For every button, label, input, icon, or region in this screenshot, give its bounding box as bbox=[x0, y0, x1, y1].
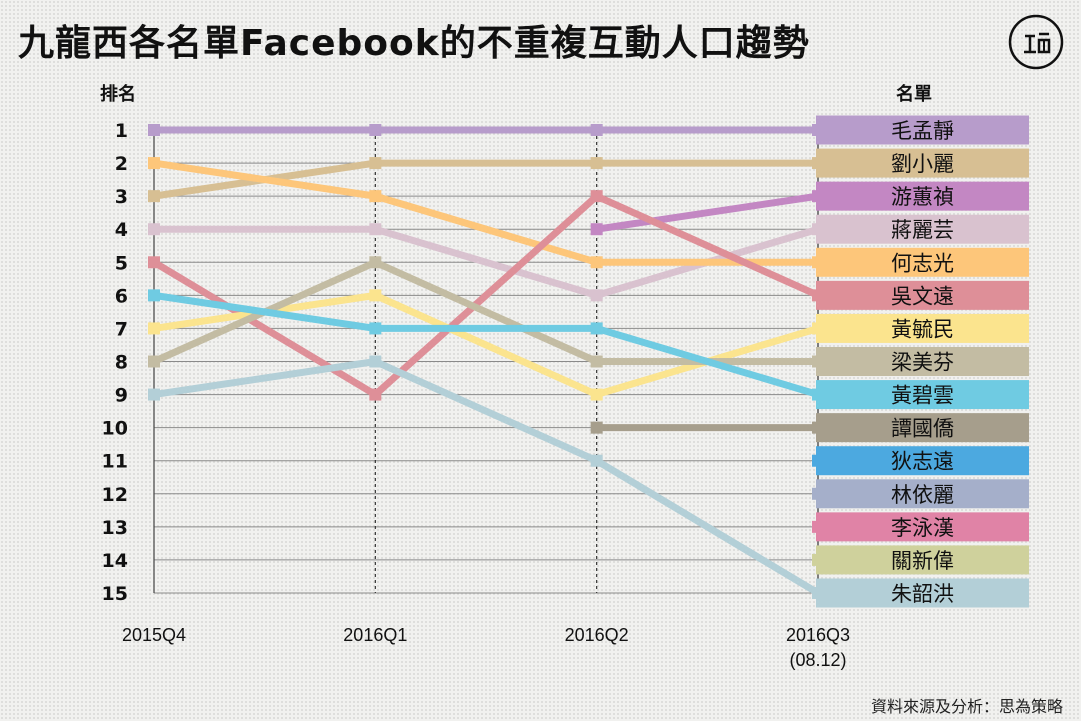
y-tick-label: 5 bbox=[115, 252, 128, 274]
series-line bbox=[153, 358, 820, 597]
y-axis-label: 排名 bbox=[100, 83, 136, 105]
series-point bbox=[590, 256, 603, 269]
legend-swatch bbox=[816, 479, 1029, 509]
y-tick-label: 7 bbox=[115, 318, 128, 340]
legend-swatch bbox=[816, 247, 1029, 277]
series-point bbox=[369, 355, 382, 368]
legend-swatch bbox=[816, 115, 1029, 145]
y-tick-label: 1 bbox=[115, 120, 128, 142]
legend-label: 林依麗 bbox=[891, 483, 954, 507]
series-line bbox=[152, 192, 820, 399]
series-point bbox=[590, 223, 603, 236]
series-point bbox=[369, 256, 382, 269]
series-point bbox=[148, 289, 160, 302]
y-tick-label: 13 bbox=[102, 517, 128, 539]
theinitium-logo-icon bbox=[1008, 14, 1064, 70]
series-point bbox=[369, 223, 382, 236]
series-point bbox=[369, 322, 382, 335]
legend-swatch bbox=[816, 380, 1029, 410]
legend-label: 黃碧雲 bbox=[891, 384, 954, 408]
legend-label: 梁美芬 bbox=[891, 351, 954, 375]
legend-label: 吳文遠 bbox=[891, 284, 954, 308]
y-tick-label: 6 bbox=[115, 285, 128, 307]
series-point bbox=[148, 256, 160, 269]
legend-title: 名單 bbox=[896, 83, 932, 105]
series-line bbox=[153, 291, 820, 398]
y-tick-label: 10 bbox=[102, 418, 128, 440]
series-lines bbox=[148, 124, 824, 599]
legend-swatch bbox=[816, 313, 1029, 343]
series-point bbox=[369, 124, 382, 136]
y-tick-label: 11 bbox=[102, 451, 128, 473]
legend-label: 蔣麗芸 bbox=[891, 218, 954, 242]
series-point bbox=[369, 157, 382, 170]
series-point bbox=[148, 388, 160, 401]
series-line bbox=[153, 159, 818, 266]
series-point bbox=[590, 421, 603, 434]
series-line bbox=[596, 192, 819, 233]
legend-label: 毛孟靜 bbox=[891, 119, 954, 143]
series-point bbox=[590, 454, 603, 467]
legend-label: 譚國僑 bbox=[891, 417, 954, 441]
legend-swatch bbox=[816, 446, 1029, 476]
legend-swatch bbox=[816, 181, 1029, 211]
series-point bbox=[148, 124, 160, 136]
series-point bbox=[369, 190, 382, 203]
y-tick-label: 14 bbox=[102, 550, 128, 572]
series-point bbox=[148, 190, 160, 203]
legend-swatch bbox=[816, 545, 1029, 575]
series-point bbox=[148, 223, 160, 236]
legend-label: 游蕙禎 bbox=[891, 185, 954, 209]
legend-swatch bbox=[816, 214, 1029, 244]
series-point bbox=[590, 124, 603, 136]
legend-label: 劉小麗 bbox=[891, 152, 954, 176]
legend: 毛孟靜劉小麗游蕙禎蔣麗芸何志光吳文遠黃毓民梁美芬黃碧雲譚國僑狄志遠林依麗李泳漢關… bbox=[816, 115, 1029, 608]
y-tick-label: 8 bbox=[115, 352, 128, 374]
series-point bbox=[590, 322, 603, 335]
series-point bbox=[148, 322, 160, 335]
x-tick-label: 2015Q4 bbox=[122, 625, 186, 645]
series-point bbox=[590, 157, 603, 170]
series-point bbox=[369, 388, 382, 401]
legend-swatch bbox=[816, 413, 1029, 443]
y-tick-label: 4 bbox=[115, 219, 128, 241]
y-tick-label: 12 bbox=[102, 484, 128, 506]
series-point bbox=[369, 289, 382, 302]
series-point bbox=[590, 388, 603, 401]
x-tick-label: 2016Q1 bbox=[343, 625, 407, 645]
source-note: 資料來源及分析：思為策略 bbox=[870, 697, 1063, 716]
x-tick-sublabel: (08.12) bbox=[789, 650, 846, 670]
x-tick-label: 2016Q3 bbox=[786, 625, 850, 645]
legend-label: 黃毓民 bbox=[891, 317, 954, 341]
legend-label: 何志光 bbox=[891, 251, 954, 275]
legend-swatch bbox=[816, 347, 1029, 376]
legend-swatch bbox=[816, 578, 1029, 608]
legend-swatch bbox=[816, 512, 1029, 542]
x-tick-label: 2016Q2 bbox=[565, 625, 629, 645]
y-tick-label: 15 bbox=[102, 583, 128, 605]
legend-label: 關新偉 bbox=[891, 549, 954, 573]
y-tick-label: 9 bbox=[115, 385, 128, 407]
legend-label: 狄志遠 bbox=[891, 450, 954, 474]
legend-label: 朱韶洪 bbox=[891, 582, 954, 606]
series-point bbox=[148, 157, 160, 170]
series-point bbox=[590, 355, 603, 368]
chart-title: 九龍西各名單Facebook的不重複互動人口趨勢 bbox=[18, 23, 810, 64]
legend-swatch bbox=[816, 148, 1029, 178]
series-point bbox=[148, 355, 160, 368]
y-tick-label: 3 bbox=[115, 186, 128, 208]
y-tick-label: 2 bbox=[115, 153, 128, 175]
series-point bbox=[590, 289, 603, 302]
legend-label: 李泳漢 bbox=[891, 516, 954, 540]
series-point bbox=[590, 190, 603, 203]
legend-swatch bbox=[816, 280, 1029, 310]
